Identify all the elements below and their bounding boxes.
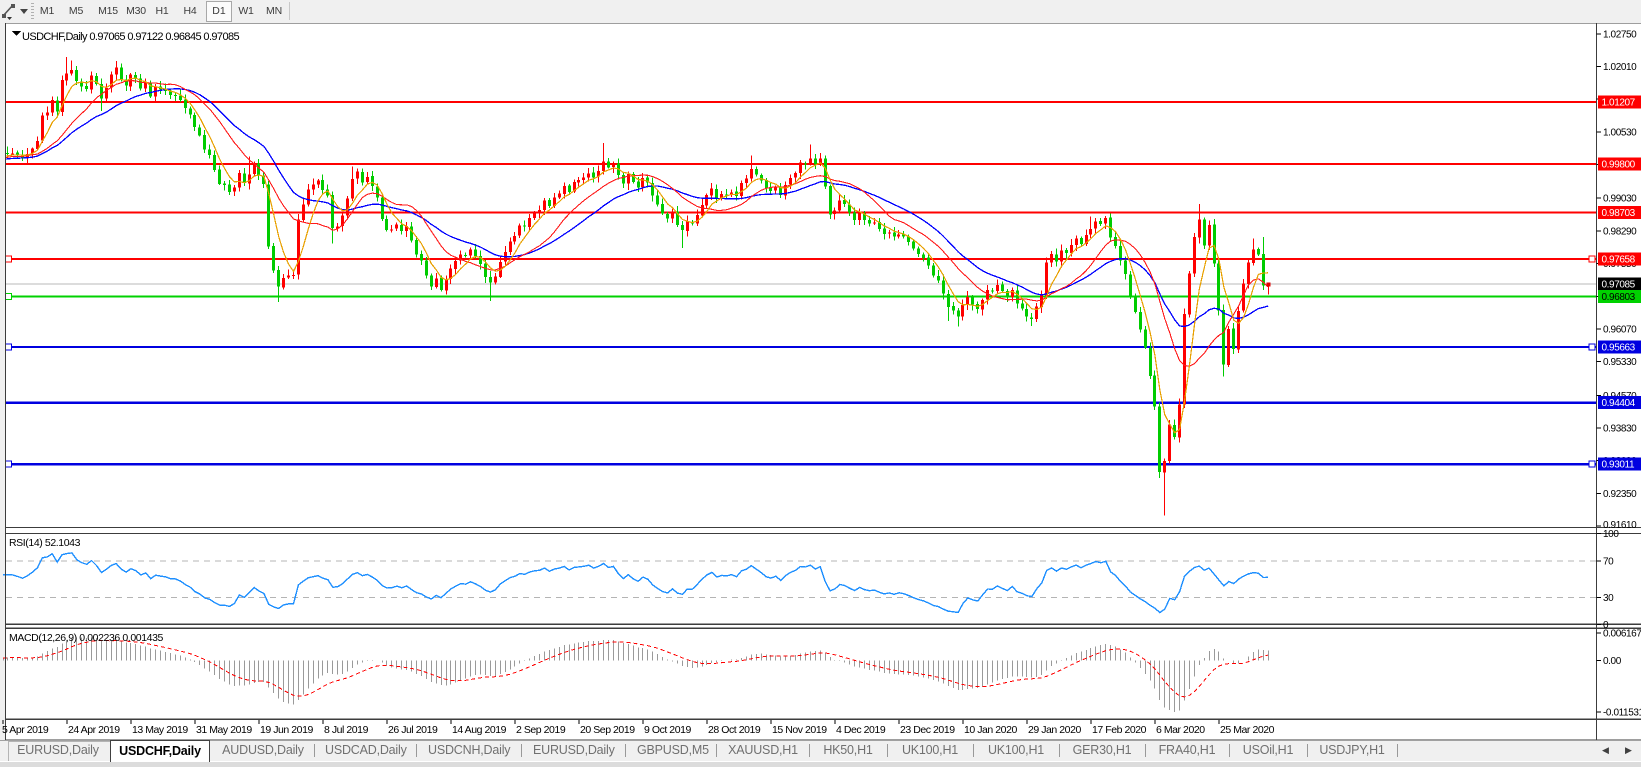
svg-text:29 Jan 2020: 29 Jan 2020 <box>1028 724 1081 736</box>
svg-text:70: 70 <box>1603 556 1614 567</box>
svg-text:8 Jul 2019: 8 Jul 2019 <box>324 724 369 736</box>
svg-text:0: 0 <box>1603 620 1609 631</box>
svg-text:2 Sep 2019: 2 Sep 2019 <box>516 724 566 736</box>
svg-text:13 May 2019: 13 May 2019 <box>132 724 188 736</box>
svg-text:20 Sep 2019: 20 Sep 2019 <box>580 724 635 736</box>
svg-text:1.00530: 1.00530 <box>1603 127 1637 138</box>
svg-text:RSI(14) 52.1043: RSI(14) 52.1043 <box>9 537 81 549</box>
svg-text:0.93011: 0.93011 <box>1602 460 1635 471</box>
svg-text:0.96070: 0.96070 <box>1603 325 1637 336</box>
svg-text:0.98703: 0.98703 <box>1602 208 1636 219</box>
svg-text:0.99800: 0.99800 <box>1602 160 1636 171</box>
svg-text:31 May 2019: 31 May 2019 <box>196 724 252 736</box>
svg-text:MACD(12,26,9) 0.002236 0.00143: MACD(12,26,9) 0.002236 0.001435 <box>9 632 164 644</box>
svg-text:28 Oct 2019: 28 Oct 2019 <box>708 724 761 736</box>
svg-text:0.97085: 0.97085 <box>1602 280 1636 291</box>
svg-text:4 Dec 2019: 4 Dec 2019 <box>836 724 886 736</box>
svg-text:24 Apr 2019: 24 Apr 2019 <box>68 724 120 736</box>
svg-text:0.91610: 0.91610 <box>1603 520 1637 531</box>
svg-text:25 Mar 2020: 25 Mar 2020 <box>1220 724 1275 736</box>
svg-text:5 Apr 2019: 5 Apr 2019 <box>2 724 49 736</box>
svg-text:0.99030: 0.99030 <box>1603 194 1637 205</box>
svg-text:-0.011531: -0.011531 <box>1603 708 1641 719</box>
svg-text:9 Oct 2019: 9 Oct 2019 <box>644 724 691 736</box>
svg-text:1.02010: 1.02010 <box>1603 62 1637 73</box>
svg-text:6 Mar 2020: 6 Mar 2020 <box>1156 724 1205 736</box>
svg-text:0.93830: 0.93830 <box>1603 424 1637 435</box>
svg-text:23 Dec 2019: 23 Dec 2019 <box>900 724 955 736</box>
svg-text:0.006167: 0.006167 <box>1603 629 1641 640</box>
svg-text:0.95663: 0.95663 <box>1602 343 1636 354</box>
svg-text:1.02750: 1.02750 <box>1603 29 1637 40</box>
svg-text:17 Feb 2020: 17 Feb 2020 <box>1092 724 1147 736</box>
svg-text:0.95330: 0.95330 <box>1603 357 1637 368</box>
svg-text:0.00: 0.00 <box>1603 656 1622 667</box>
svg-text:19 Jun 2019: 19 Jun 2019 <box>260 724 313 736</box>
svg-text:30: 30 <box>1603 593 1614 604</box>
svg-text:0.94404: 0.94404 <box>1602 398 1636 409</box>
svg-text:USDCHF,Daily 0.97065 0.97122: USDCHF,Daily 0.97065 0.97122 0.96845 0.9… <box>22 31 239 43</box>
svg-text:15 Nov 2019: 15 Nov 2019 <box>772 724 827 736</box>
svg-text:14 Aug 2019: 14 Aug 2019 <box>452 724 507 736</box>
svg-text:26 Jul 2019: 26 Jul 2019 <box>388 724 438 736</box>
svg-text:0.96803: 0.96803 <box>1602 292 1636 303</box>
svg-text:0.98290: 0.98290 <box>1603 226 1637 237</box>
svg-text:0.92350: 0.92350 <box>1603 489 1637 500</box>
svg-text:100: 100 <box>1603 529 1619 540</box>
svg-text:0.97658: 0.97658 <box>1602 254 1636 265</box>
svg-text:10 Jan 2020: 10 Jan 2020 <box>964 724 1017 736</box>
svg-text:1.01207: 1.01207 <box>1602 98 1636 109</box>
